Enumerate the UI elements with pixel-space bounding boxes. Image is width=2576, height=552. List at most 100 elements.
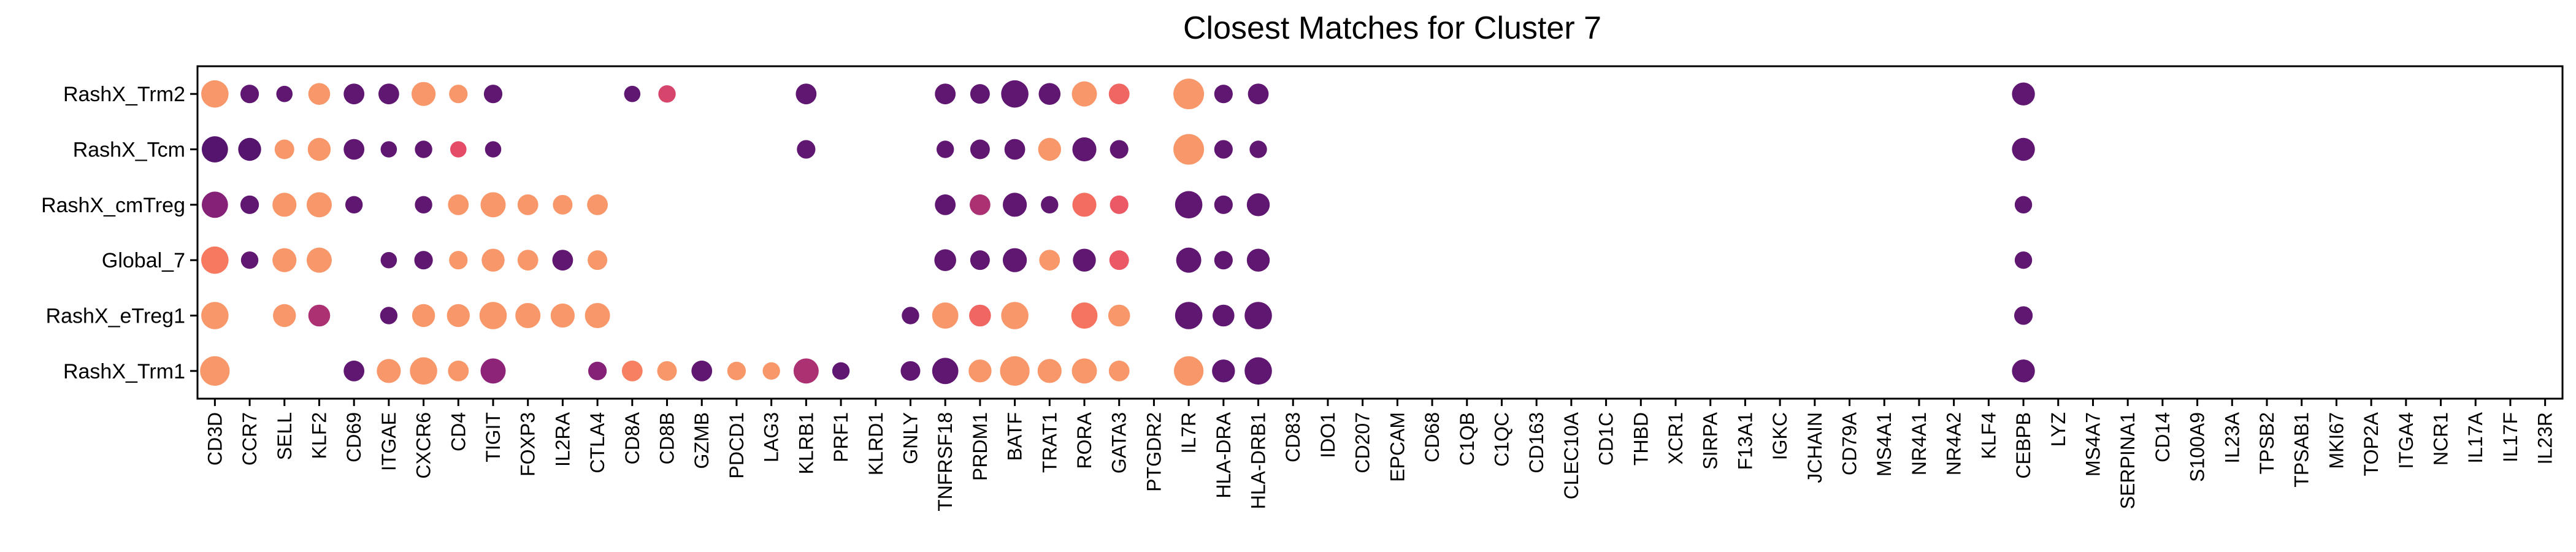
y-tick-label: Global_7 — [102, 249, 185, 272]
data-point — [934, 249, 956, 271]
data-point — [448, 360, 469, 381]
data-point — [276, 85, 293, 102]
data-point — [308, 304, 331, 327]
x-tick-label: S100A9 — [2187, 412, 2209, 482]
data-point — [550, 303, 575, 328]
x-tick-label: TPSAB1 — [2291, 412, 2313, 488]
x-tick-label: CD8A — [621, 412, 643, 464]
data-point — [1072, 193, 1097, 217]
data-point — [479, 302, 507, 329]
data-point — [2012, 82, 2035, 105]
data-point — [481, 248, 505, 272]
data-point — [1174, 356, 1204, 386]
x-tick-label: IL2RA — [551, 412, 573, 467]
y-tick-label: RashX_Trm2 — [63, 83, 185, 106]
data-point — [1173, 134, 1205, 165]
data-point — [343, 139, 365, 160]
data-point — [585, 303, 610, 328]
data-point — [415, 196, 432, 214]
data-point — [414, 251, 433, 270]
data-point — [2014, 306, 2033, 325]
data-point — [727, 361, 746, 380]
x-tick-label: IL17A — [2464, 412, 2486, 463]
x-tick-label: CD4 — [447, 412, 469, 451]
data-point — [624, 85, 641, 102]
data-point — [2012, 137, 2035, 161]
x-tick-label: SERPINA1 — [2117, 412, 2139, 509]
data-point — [795, 83, 817, 105]
data-point — [1072, 137, 1097, 162]
x-tick-label: LAG3 — [761, 412, 783, 462]
y-tick-label: RashX_eTreg1 — [46, 305, 185, 328]
x-tick-label: TRAT1 — [1038, 412, 1060, 473]
plot-frame — [196, 65, 2564, 400]
data-point — [2012, 359, 2035, 383]
data-point — [1108, 304, 1130, 327]
data-point — [621, 360, 643, 381]
data-point — [970, 250, 990, 270]
data-point — [1109, 250, 1129, 270]
data-point — [691, 360, 713, 381]
x-tick-label: RORA — [1073, 412, 1095, 469]
data-point — [935, 83, 956, 105]
data-point — [657, 361, 677, 381]
data-point — [1001, 80, 1029, 108]
data-point — [201, 136, 228, 163]
data-point — [1002, 193, 1027, 217]
x-tick-label: CD14 — [2152, 412, 2174, 462]
x-tick-label: IL7R — [1178, 412, 1200, 454]
data-point — [762, 362, 780, 380]
data-point — [1246, 193, 1270, 217]
data-point — [588, 250, 608, 270]
data-point — [411, 82, 436, 106]
data-point — [240, 85, 259, 104]
x-tick-label: HLA-DRA — [1213, 412, 1235, 498]
x-tick-label: THBD — [1630, 412, 1652, 466]
data-point — [1214, 251, 1233, 270]
x-tick-label: IDO1 — [1317, 412, 1339, 458]
chart-title: Closest Matches for Cluster 7 — [1183, 10, 1601, 46]
data-point — [1071, 81, 1097, 107]
x-tick-label: SIRPA — [1700, 412, 1722, 469]
x-tick-label: CD8B — [656, 412, 678, 464]
data-point — [201, 246, 229, 274]
data-point — [932, 358, 959, 385]
data-point — [448, 194, 469, 215]
data-point — [485, 141, 502, 158]
data-point — [1214, 140, 1233, 159]
data-point — [1173, 79, 1205, 110]
data-point — [343, 360, 365, 381]
data-point — [517, 250, 539, 271]
x-tick-label: NR4A2 — [1943, 412, 1965, 475]
x-tick-label: TIGIT — [482, 412, 504, 462]
x-tick-label: JCHAIN — [1804, 412, 1826, 483]
x-tick-label: CD163 — [1525, 412, 1547, 473]
data-point — [201, 80, 229, 108]
data-point — [797, 140, 816, 159]
data-point — [1214, 195, 1233, 214]
x-tick-label: CLEC10A — [1560, 412, 1582, 499]
data-point — [1001, 302, 1029, 329]
data-point — [238, 137, 261, 161]
data-point — [1110, 140, 1129, 159]
x-tick-label: KLRB1 — [795, 412, 817, 474]
data-point — [1071, 302, 1098, 329]
data-point — [1002, 248, 1027, 272]
data-point — [483, 85, 503, 104]
data-point — [449, 85, 468, 104]
data-point — [1249, 140, 1267, 158]
data-point — [240, 195, 259, 214]
data-point — [201, 302, 229, 329]
x-tick-label: CCR7 — [239, 412, 261, 466]
data-point — [1039, 250, 1060, 271]
x-tick-label: PTGDR2 — [1143, 412, 1165, 492]
data-point — [200, 356, 230, 386]
data-point — [307, 137, 331, 161]
data-point — [1175, 191, 1203, 219]
x-tick-label: IL23R — [2534, 412, 2556, 464]
data-point — [1246, 248, 1270, 272]
data-point — [380, 307, 398, 324]
data-point — [936, 140, 954, 158]
data-point — [515, 303, 541, 328]
y-tick-label: RashX_Tcm — [73, 139, 185, 162]
